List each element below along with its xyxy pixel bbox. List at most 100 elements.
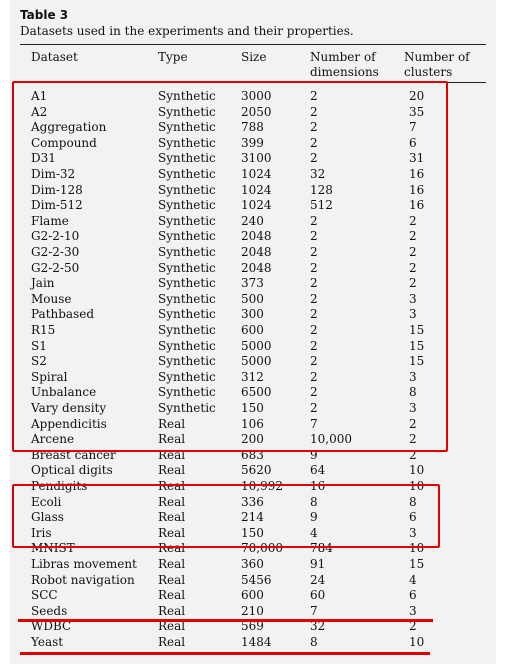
cell-dimensions: 2 <box>310 385 318 400</box>
cell-size: 1024 <box>241 198 272 213</box>
cell-type: Real <box>158 557 186 571</box>
cell-clusters: 16 <box>409 198 425 213</box>
cell-clusters: 10 <box>409 463 425 478</box>
cell-clusters: 15 <box>409 338 425 353</box>
cell-dimensions: 128 <box>310 182 333 197</box>
cell-size: 2048 <box>241 229 272 244</box>
cell-type: Synthetic <box>158 198 216 213</box>
cell-clusters: 2 <box>409 619 417 634</box>
cell-size: 336 <box>241 494 264 509</box>
cell-size: 1024 <box>241 182 272 197</box>
cell-clusters: 10 <box>409 479 425 493</box>
cell-clusters: 3 <box>409 603 417 618</box>
cell-clusters: 3 <box>409 291 417 306</box>
cell-dataset: S1 <box>31 338 47 353</box>
top-rule <box>20 44 486 45</box>
cell-dimensions: 9 <box>310 447 318 462</box>
underline-yeast <box>20 652 430 655</box>
cell-dimensions: 32 <box>310 167 326 181</box>
cell-size: 240 <box>241 213 264 228</box>
cell-type: Real <box>158 603 186 618</box>
cell-dimensions: 24 <box>310 572 326 587</box>
cell-clusters: 6 <box>409 588 417 603</box>
cell-dataset: A2 <box>31 104 48 119</box>
cell-clusters: 31 <box>409 151 425 166</box>
cell-size: 788 <box>241 120 264 135</box>
cell-clusters: 15 <box>409 354 425 369</box>
cell-type: Synthetic <box>158 89 216 103</box>
cell-size: 1484 <box>241 635 272 649</box>
cell-dataset: WDBC <box>31 619 72 634</box>
cell-dimensions: 784 <box>310 541 333 556</box>
table-caption-subtitle: Datasets used in the experiments and the… <box>20 24 354 38</box>
cell-dimensions: 2 <box>310 245 318 259</box>
cell-dataset: Unbalance <box>31 385 97 400</box>
cell-clusters: 6 <box>409 510 417 525</box>
cell-dataset: Seeds <box>31 603 68 618</box>
cell-type: Real <box>158 416 186 431</box>
cell-size: 373 <box>241 276 264 291</box>
cell-type: Real <box>158 494 186 509</box>
cell-type: Real <box>158 635 186 649</box>
cell-type: Real <box>158 572 186 587</box>
cell-dataset: G2-2-30 <box>31 245 80 259</box>
cell-type: Synthetic <box>158 245 216 259</box>
cell-dimensions: 2 <box>310 401 318 415</box>
cell-dimensions: 8 <box>310 494 318 509</box>
cell-size: 5000 <box>241 338 272 353</box>
cell-dataset: MNIST <box>31 541 75 556</box>
cell-dataset: Optical digits <box>31 463 113 478</box>
cell-size: 10,992 <box>241 479 283 493</box>
cell-dimensions: 7 <box>310 603 318 618</box>
cell-type: Real <box>158 479 186 493</box>
cell-dimensions: 16 <box>310 479 326 493</box>
cell-clusters: 6 <box>409 135 417 150</box>
cell-type: Synthetic <box>158 104 216 119</box>
cell-dataset: Robot navigation <box>31 572 135 587</box>
cell-size: 569 <box>241 619 264 634</box>
cell-dataset: Ecoli <box>31 494 62 509</box>
cell-dataset: Jain <box>31 276 55 291</box>
cell-dataset: Spiral <box>31 369 68 384</box>
highlight-box-synthetic <box>12 81 448 452</box>
cell-clusters: 16 <box>409 167 425 181</box>
cell-dataset: Arcene <box>31 432 75 447</box>
cell-dimensions: 60 <box>310 588 326 603</box>
cell-dimensions: 2 <box>310 135 318 150</box>
cell-dimensions: 91 <box>310 557 326 571</box>
cell-type: Synthetic <box>158 307 216 322</box>
cell-dimensions: 2 <box>310 291 318 306</box>
cell-size: 5000 <box>241 354 272 369</box>
cell-clusters: 15 <box>409 323 425 337</box>
cell-type: Real <box>158 541 186 556</box>
cell-clusters: 2 <box>409 245 417 259</box>
cell-type: Synthetic <box>158 401 216 415</box>
cell-clusters: 2 <box>409 229 417 244</box>
cell-size: 6500 <box>241 385 272 400</box>
cell-type: Real <box>158 619 186 634</box>
cell-size: 500 <box>241 291 264 306</box>
header-clusters: Number of clusters <box>404 50 470 79</box>
cell-clusters: 3 <box>409 307 417 322</box>
cell-dimensions: 512 <box>310 198 333 213</box>
cell-dataset: Pathbased <box>31 307 95 322</box>
cell-dataset: Yeast <box>31 635 64 649</box>
cell-dataset: Aggregation <box>31 120 107 135</box>
table-caption-title: Table 3 <box>20 8 69 22</box>
cell-dimensions: 8 <box>310 635 318 649</box>
cell-size: 106 <box>241 416 264 431</box>
cell-dataset: Dim-32 <box>31 167 76 181</box>
cell-dimensions: 32 <box>310 619 326 634</box>
cell-clusters: 2 <box>409 260 417 275</box>
cell-type: Synthetic <box>158 385 216 400</box>
cell-dataset: G2-2-10 <box>31 229 80 244</box>
cell-dataset: S2 <box>31 354 47 369</box>
cell-type: Real <box>158 432 186 447</box>
cell-dimensions: 2 <box>310 89 318 103</box>
cell-clusters: 8 <box>409 385 417 400</box>
cell-type: Synthetic <box>158 291 216 306</box>
cell-clusters: 2 <box>409 432 417 447</box>
cell-dataset: D31 <box>31 151 56 166</box>
cell-size: 150 <box>241 401 264 415</box>
cell-dataset: Vary density <box>31 401 107 415</box>
